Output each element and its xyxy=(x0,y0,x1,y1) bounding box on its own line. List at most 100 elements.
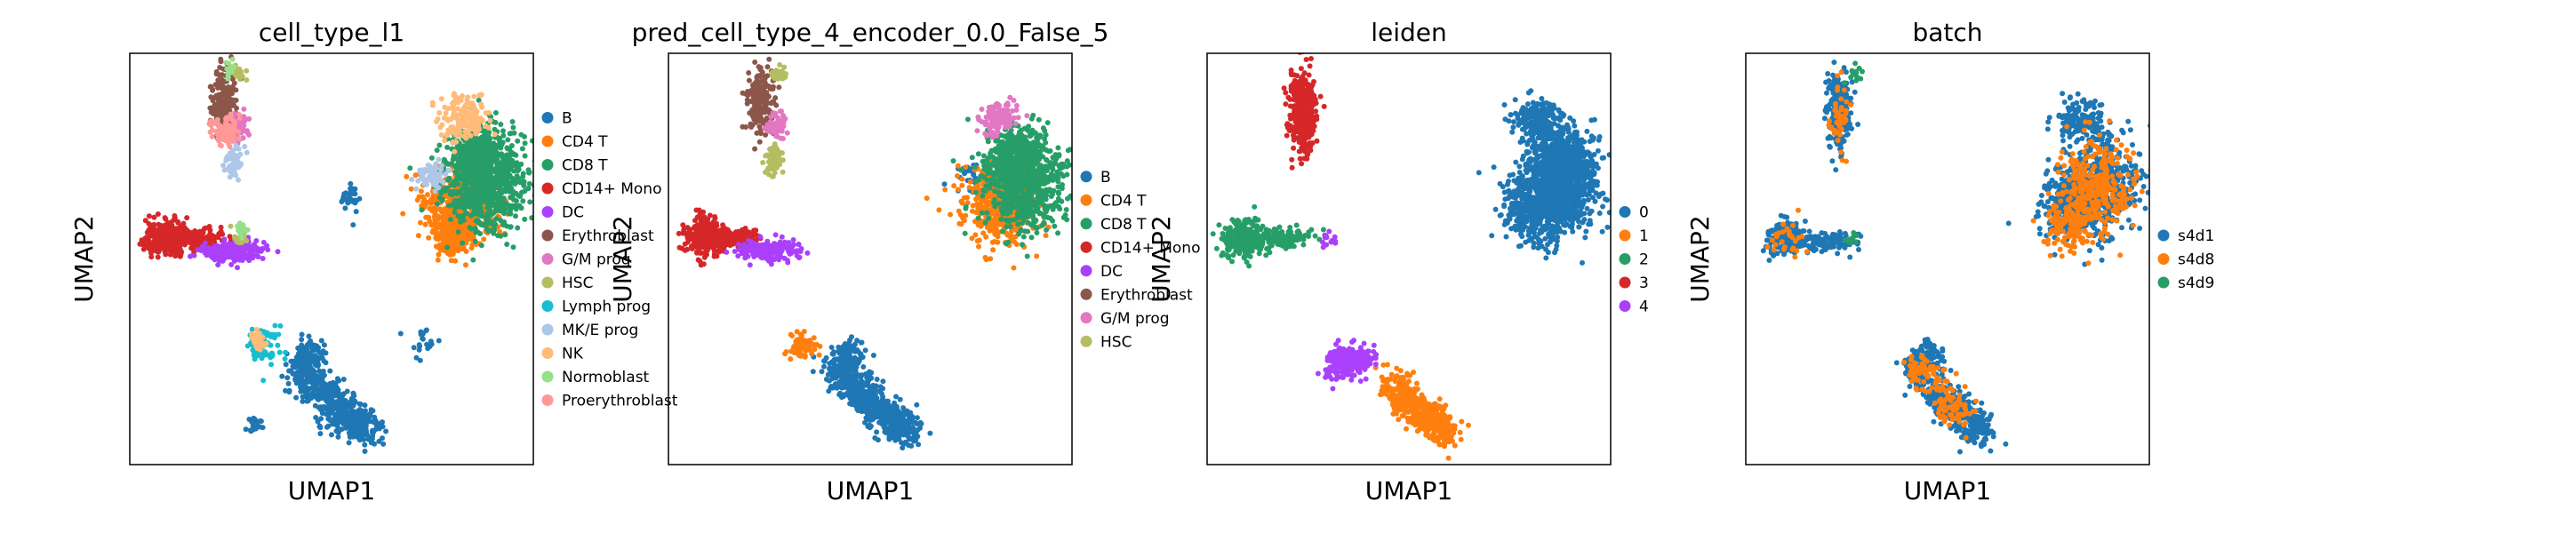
scatter-point xyxy=(184,215,190,221)
scatter-point xyxy=(447,251,453,258)
scatter-point xyxy=(467,161,473,167)
scatter-point xyxy=(476,97,482,103)
scatter-point xyxy=(223,91,229,98)
legend-marker xyxy=(541,135,554,147)
legend-label: G/M prog xyxy=(562,251,631,269)
scatter-point xyxy=(191,252,197,259)
scatter-point xyxy=(485,135,492,141)
scatter-point xyxy=(305,394,310,400)
y-axis-label: UMAP2 xyxy=(69,215,99,303)
scatter-point xyxy=(505,146,511,152)
scatter-point xyxy=(442,186,448,192)
scatter-point xyxy=(455,213,461,219)
scatter-point xyxy=(440,207,446,213)
legend-label: CD4 T xyxy=(562,133,608,151)
scatter-point xyxy=(209,250,214,256)
scatter-point xyxy=(415,233,421,239)
scatter-point xyxy=(839,348,844,354)
scatter-point xyxy=(213,71,220,77)
scatter-point xyxy=(842,341,848,347)
scatter-point xyxy=(244,245,250,251)
legend-label: MK/E prog xyxy=(562,322,638,339)
scatter-point xyxy=(436,251,442,258)
scatter-point xyxy=(313,415,319,420)
scatter-point xyxy=(220,107,226,113)
scatter-point xyxy=(896,422,902,427)
scatter-point xyxy=(479,136,485,142)
scatter-point xyxy=(443,171,449,177)
scatter-point xyxy=(238,161,244,167)
scatter-point xyxy=(852,341,858,347)
scatter-point xyxy=(252,417,258,422)
scatter-point xyxy=(229,84,236,90)
scatter-point xyxy=(464,123,470,129)
scatter-point xyxy=(146,220,152,227)
scatter-point xyxy=(321,342,327,348)
scatter-point xyxy=(487,176,493,182)
scatter-point xyxy=(250,347,256,354)
scatter-point xyxy=(228,223,234,229)
scatter-point xyxy=(966,185,972,191)
scatter-point xyxy=(452,222,458,228)
scatter-point xyxy=(411,345,417,351)
scatter-point xyxy=(155,211,161,217)
scatter-point xyxy=(990,247,996,253)
scatter-point xyxy=(257,246,263,252)
scatter-point xyxy=(452,198,458,203)
scatter-point xyxy=(191,241,197,247)
series-proerythroblast xyxy=(206,111,243,150)
scatter-point xyxy=(167,219,173,226)
scatter-point xyxy=(463,262,468,268)
scatter-point xyxy=(502,186,508,192)
scatter-point xyxy=(215,129,221,135)
scatter-point xyxy=(275,249,281,255)
scatter-point xyxy=(438,166,444,172)
scatter-point xyxy=(439,163,444,169)
scatter-point xyxy=(362,402,368,409)
scatter-point xyxy=(510,124,516,131)
scatter-point xyxy=(300,394,306,400)
series-mk-e-prog xyxy=(220,139,452,195)
scatter-point xyxy=(218,82,224,88)
scatter-point xyxy=(514,160,520,166)
scatter-point xyxy=(823,377,829,382)
scatter-point xyxy=(829,351,836,357)
scatter-point xyxy=(215,262,221,268)
scatter-point xyxy=(334,423,340,429)
scatter-point xyxy=(969,208,975,214)
legend-label: CD14+ Mono xyxy=(562,180,661,198)
scatter-point xyxy=(209,133,215,139)
scatter-point xyxy=(157,243,164,249)
series-nk xyxy=(248,91,498,353)
scatter-point xyxy=(478,91,484,98)
scatter-point xyxy=(175,219,181,226)
scatter-point xyxy=(283,362,289,368)
scatter-point xyxy=(451,112,457,118)
scatter-point xyxy=(428,196,435,203)
scatter-point xyxy=(452,209,458,215)
scatter-point xyxy=(495,161,501,167)
scatter-point xyxy=(323,384,329,390)
scatter-point xyxy=(214,116,220,123)
scatter-point xyxy=(340,414,346,420)
scatter-point xyxy=(505,137,511,143)
scatter-point xyxy=(483,184,489,190)
scatter-point xyxy=(439,242,445,248)
scatter-point xyxy=(242,144,248,149)
scatter-point xyxy=(416,342,422,348)
scatter-point xyxy=(230,155,236,161)
scatter-point xyxy=(172,213,178,219)
scatter-point xyxy=(276,331,282,338)
scatter-point xyxy=(833,375,839,381)
scatter-point xyxy=(163,216,169,222)
scatter-point xyxy=(341,409,348,415)
scatter-point xyxy=(269,352,276,358)
scatter-point xyxy=(485,124,492,131)
scatter-point xyxy=(295,345,301,351)
scatter-point xyxy=(476,219,482,226)
scatter-point xyxy=(853,403,860,410)
scatter-point xyxy=(317,431,324,437)
scatter-point xyxy=(299,337,305,343)
scatter-point xyxy=(476,192,483,198)
scatter-point xyxy=(492,143,499,149)
